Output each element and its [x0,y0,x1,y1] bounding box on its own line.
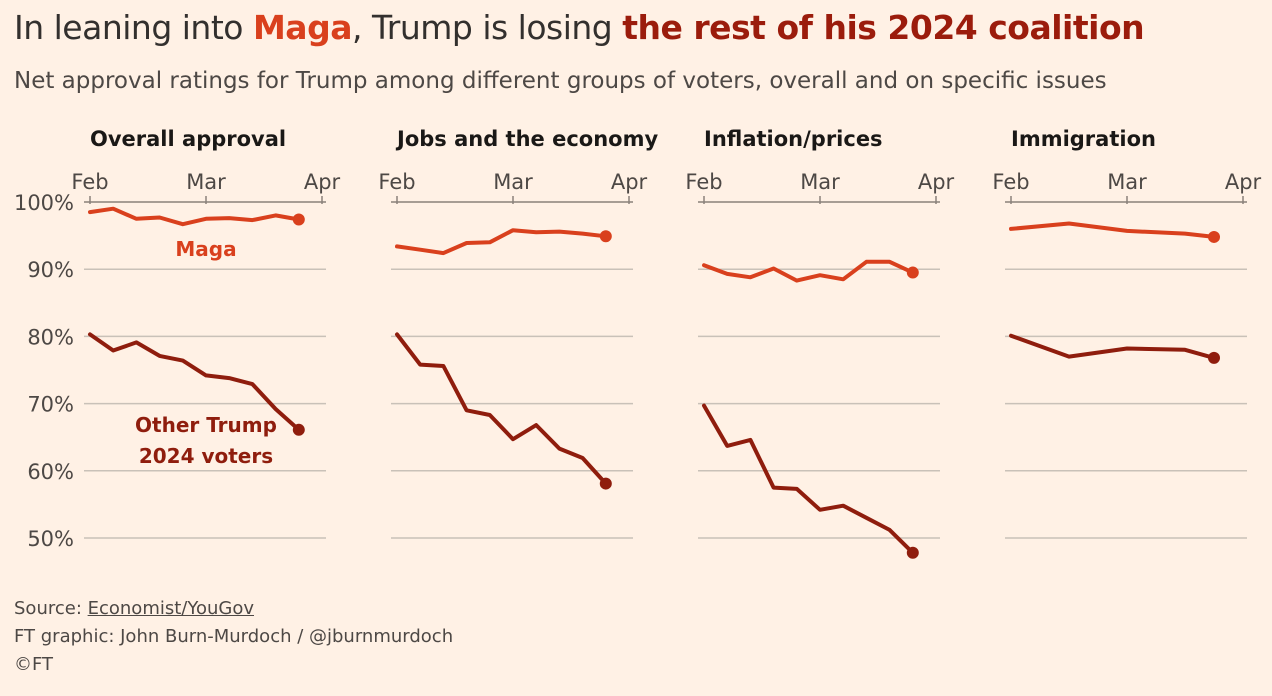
chart-subtitle: Net approval ratings for Trump among dif… [14,68,1107,94]
other-series-line [702,403,915,555]
maga-end-point [906,266,919,279]
source-label: Source: [14,598,88,619]
x-tick-label: Mar [1107,170,1147,194]
maga-series-label: Maga [175,237,236,261]
maga-series-line [88,206,301,227]
panel-title: Immigration [1011,127,1156,151]
other-end-point [1208,351,1220,364]
title-part-1: In leaning into [14,8,253,47]
source-line: Source: Economist/YouGov [14,598,254,619]
other-series-label-line1: Other Trump [135,413,277,437]
x-tick-label: Feb [992,170,1029,194]
y-tick-label: 90% [27,258,74,282]
maga-series-line [395,228,608,256]
maga-end-point [292,213,305,226]
x-tick-label: Feb [71,170,108,194]
y-tick-label: 60% [27,460,74,484]
chart-title: In leaning into Maga, Trump is losing th… [14,8,1145,47]
x-tick-label: Apr [304,170,341,194]
source-link[interactable]: Economist/YouGov [87,598,254,619]
title-part-3: , Trump is losing [351,8,623,47]
other-end-point [599,477,612,490]
panel-title: Overall approval [90,127,286,151]
y-tick-label: 100% [14,191,74,215]
other-series-label-line2: 2024 voters [139,444,273,468]
credit-line: FT graphic: John Burn-Murdoch / @jburnmu… [14,626,454,647]
other-end-point [906,546,919,559]
y-tick-label: 80% [27,325,74,349]
panel-title: Inflation/prices [704,127,883,151]
other-series-line [395,332,608,486]
x-tick-label: Mar [493,170,533,194]
y-tick-label: 70% [27,393,74,417]
y-tick-label: 50% [27,527,74,551]
maga-series-line [1009,221,1216,239]
maga-series-line [702,259,915,283]
other-series-line [1009,333,1216,360]
title-maga: Maga [252,8,353,47]
other-series-line [88,332,301,432]
x-tick-label: Mar [800,170,840,194]
maga-end-point [599,230,612,243]
x-tick-label: Apr [1225,170,1262,194]
title-rest-of-coalition: the rest of his 2024 coalition [622,8,1145,47]
other-end-point [292,423,305,436]
x-tick-label: Feb [685,170,722,194]
x-tick-label: Feb [378,170,415,194]
x-tick-label: Apr [918,170,955,194]
x-tick-label: Apr [611,170,648,194]
panel-title: Jobs and the economy [395,127,658,151]
maga-end-point [1208,230,1220,243]
copyright: ©FT [14,654,54,675]
x-tick-label: Mar [186,170,226,194]
